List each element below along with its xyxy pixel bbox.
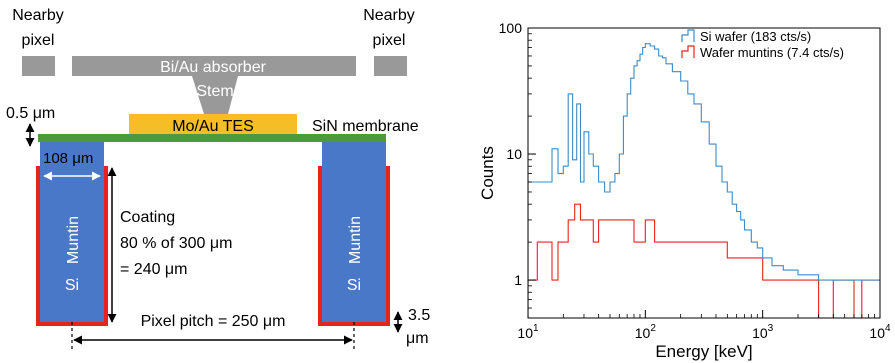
y-axis: 1 10 100 xyxy=(499,20,536,319)
legend-muntins-label: Wafer muntins (7.4 cts/s) xyxy=(700,45,844,60)
coating-left-outer xyxy=(36,166,42,326)
tes xyxy=(129,114,297,134)
tes-label: Mo/Au TES xyxy=(172,118,254,135)
y-axis-label: Counts xyxy=(478,146,497,200)
x-tick-label: 103 xyxy=(752,323,774,341)
stem-label: Stem xyxy=(196,83,233,100)
series-wafer-1 xyxy=(528,203,880,318)
coating-thickness-line2: μm xyxy=(406,330,429,347)
pixel-diagram: Nearby pixel Nearby pixel Bi/Au absorber… xyxy=(6,7,430,350)
x-tick-label: 104 xyxy=(869,323,891,341)
nearby-pixel-left-line1: Nearby xyxy=(12,7,64,24)
si-left-label: Si xyxy=(65,277,79,294)
legend-si-wafer-icon xyxy=(681,29,695,42)
coating-right-outer xyxy=(384,166,390,326)
muntin-right-label: Muntin xyxy=(347,216,364,264)
absorber-label: Bi/Au absorber xyxy=(160,59,267,76)
nearby-absorber-left xyxy=(22,56,55,76)
nearby-pixel-right-line1: Nearby xyxy=(363,7,415,24)
y-tick-label: 100 xyxy=(499,20,523,36)
si-right-label: Si xyxy=(347,277,361,294)
muntin-right xyxy=(322,142,386,322)
nearby-absorber-right xyxy=(374,56,407,76)
nearby-pixel-left-line2: pixel xyxy=(22,32,55,49)
coating-label-line2: 80 % of 300 μm xyxy=(120,235,232,252)
membrane-label: SiN membrane xyxy=(312,118,419,135)
pixel-pitch-label: Pixel pitch = 250 μm xyxy=(141,313,286,330)
y-tick-label: 10 xyxy=(506,146,522,162)
series-si-0 xyxy=(528,43,880,318)
coating-label-line1: Coating xyxy=(120,209,175,226)
plot-frame xyxy=(527,27,881,319)
muntin-width-label: 108 μm xyxy=(43,150,93,167)
coating-thickness-line1: 3.5 xyxy=(408,307,430,324)
legend: Si wafer (183 cts/s) Wafer muntins (7.4 … xyxy=(681,29,844,60)
y-tick-label: 1 xyxy=(514,272,522,288)
coating-right-inner xyxy=(318,166,324,326)
coating-left-inner xyxy=(102,166,108,326)
x-axis: 101 102 103 104 xyxy=(517,310,891,341)
sin-membrane xyxy=(38,134,386,142)
x-axis-label: Energy [keV] xyxy=(655,342,752,361)
legend-si-wafer-label: Si wafer (183 cts/s) xyxy=(700,29,811,44)
nearby-pixel-right-line2: pixel xyxy=(373,32,406,49)
stem xyxy=(192,76,238,114)
absorber xyxy=(72,56,356,76)
x-tick-label: 101 xyxy=(517,323,539,341)
coating-label-line3: = 240 μm xyxy=(120,261,187,278)
x-tick-label: 102 xyxy=(635,323,657,341)
legend-muntins-icon xyxy=(681,45,695,58)
membrane-thickness-label: 0.5 μm xyxy=(6,105,55,122)
muntin-left-label: Muntin xyxy=(65,216,82,264)
